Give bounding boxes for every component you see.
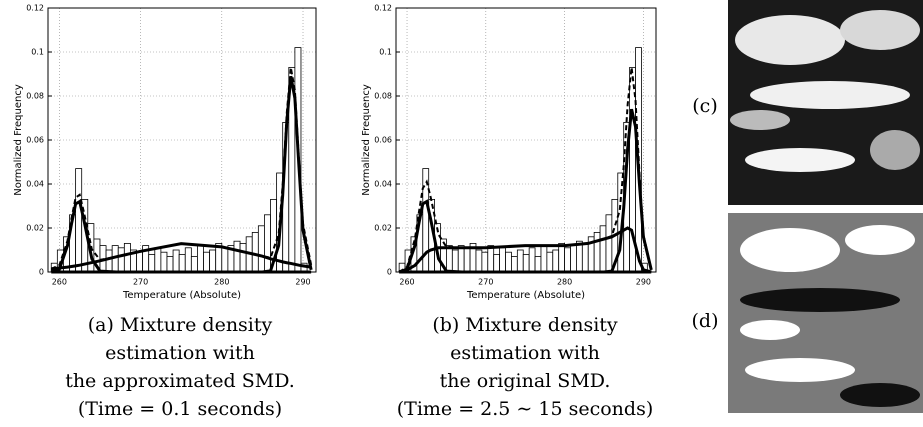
y-tick-label: 0.06 [374, 136, 392, 145]
y-tick-label: 0 [387, 268, 392, 277]
bar [221, 247, 229, 273]
bar [172, 249, 180, 273]
bar [516, 249, 524, 273]
density-curve [51, 242, 312, 271]
bar [197, 245, 204, 273]
y-axis-label: Normalized Frequency [361, 84, 372, 196]
x-tick-label: 280 [557, 278, 572, 287]
bar [475, 249, 483, 273]
density-curve [50, 67, 313, 270]
bar [581, 242, 589, 273]
y-tick-label: 0.08 [26, 92, 44, 101]
caption-line: the approximated SMD. [65, 370, 295, 392]
y-tick-label: 0.06 [26, 136, 44, 145]
bar [605, 214, 613, 273]
bar [178, 253, 186, 273]
bar [190, 256, 198, 273]
bar [493, 253, 501, 273]
bar [239, 242, 247, 273]
y-tick-label: 0.02 [26, 224, 44, 233]
caption-line: (b) Mixture density [432, 314, 618, 336]
bar [481, 251, 489, 273]
caption-line: (Time = 2.5 ∼ 15 seconds) [397, 398, 654, 420]
bar [599, 225, 607, 273]
bar [487, 245, 495, 273]
x-tick-label: 260 [399, 278, 414, 287]
bar [184, 247, 192, 273]
caption-line: estimation with [450, 342, 600, 364]
bar [233, 240, 241, 273]
bar [251, 231, 259, 273]
x-axis-label: Temperature (Absolute) [466, 290, 585, 301]
y-tick-label: 0.08 [374, 92, 392, 101]
y-tick-label: 0.04 [26, 180, 44, 189]
bar [499, 247, 506, 273]
y-axis-label: Normalized Frequency [13, 84, 24, 196]
plot-frame [395, 7, 657, 273]
y-tick-label: 0.1 [31, 48, 44, 57]
bar [160, 251, 168, 273]
bar [166, 256, 174, 273]
bar [528, 247, 536, 273]
bar [540, 245, 548, 273]
image-c [728, 0, 923, 205]
bar [457, 245, 465, 273]
bar [451, 249, 459, 273]
bar [257, 225, 265, 273]
y-tick-label: 0.04 [374, 180, 392, 189]
bar [463, 247, 471, 273]
x-tick-label: 290 [295, 278, 310, 287]
image-label: (d) [692, 310, 719, 332]
bar [105, 249, 113, 273]
bar [123, 242, 131, 273]
bar [264, 214, 271, 273]
caption-line: (a) Mixture density [88, 314, 273, 336]
bar [552, 249, 560, 273]
x-tick-label: 260 [52, 278, 67, 287]
bar [446, 245, 453, 273]
bar [203, 251, 211, 273]
y-tick-label: 0.02 [374, 224, 392, 233]
bar [534, 256, 542, 273]
bar [136, 251, 144, 273]
bar [511, 256, 518, 273]
bar [546, 251, 554, 273]
x-tick-label: 270 [133, 278, 148, 287]
plot-frame [47, 7, 317, 273]
y-tick-label: 0.12 [374, 4, 392, 13]
bar [522, 253, 530, 273]
x-axis-label: Temperature (Absolute) [122, 290, 241, 301]
caption-line: the original SMD. [440, 370, 611, 392]
density-curve [398, 67, 653, 273]
bar [117, 247, 125, 273]
caption-line: estimation with [105, 342, 255, 364]
y-tick-label: 0.12 [26, 4, 44, 13]
image-d [728, 213, 923, 413]
bar [209, 249, 217, 273]
bar [564, 247, 571, 273]
x-tick-label: 290 [636, 278, 651, 287]
bar [570, 245, 577, 273]
bar [505, 251, 512, 273]
x-tick-label: 270 [478, 278, 493, 287]
bar [154, 247, 162, 273]
y-tick-label: 0 [39, 268, 44, 277]
x-tick-label: 280 [214, 278, 229, 287]
y-tick-label: 0.1 [379, 48, 392, 57]
bar [593, 231, 601, 273]
caption-line: (Time = 0.1 seconds) [78, 398, 282, 420]
bar [75, 168, 83, 273]
bar [558, 242, 566, 273]
image-label: (c) [692, 95, 717, 117]
bar [148, 253, 156, 273]
